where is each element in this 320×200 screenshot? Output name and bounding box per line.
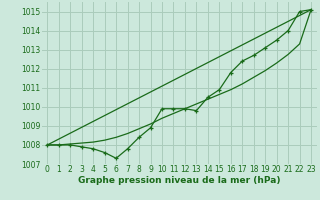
X-axis label: Graphe pression niveau de la mer (hPa): Graphe pression niveau de la mer (hPa) xyxy=(78,176,280,185)
